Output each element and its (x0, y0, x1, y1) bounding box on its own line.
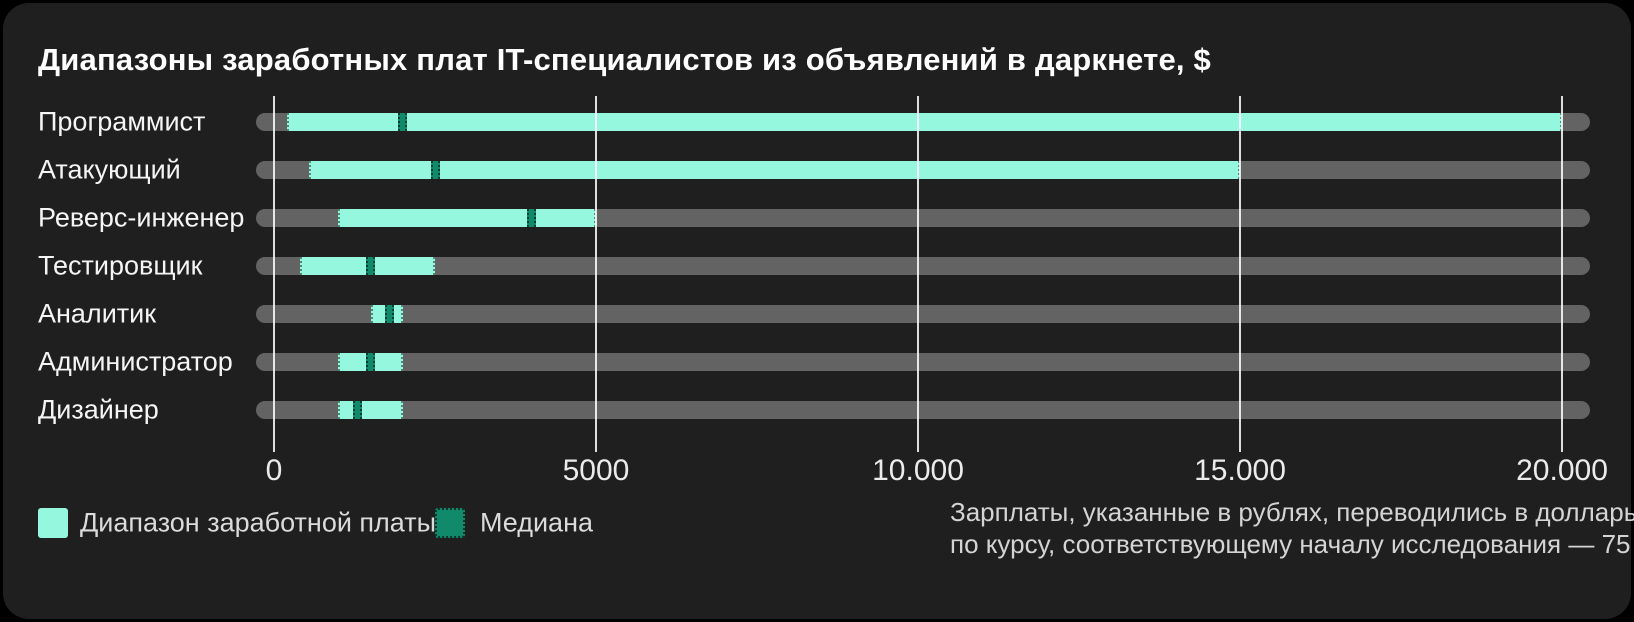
x-tick-label: 10.000 (872, 454, 964, 487)
median-marker (385, 305, 395, 323)
category-label: Тестировщик (38, 250, 203, 281)
gridline (1239, 96, 1241, 452)
x-tick-label: 20.000 (1516, 454, 1608, 487)
median-marker (398, 113, 408, 131)
gridline (273, 96, 275, 452)
legend-median-swatch (435, 508, 465, 538)
gridline (595, 96, 597, 452)
chart-title: Диапазоны заработных плат IT-специалисто… (38, 42, 1211, 77)
category-label: Программист (38, 106, 206, 137)
footnote: Зарплаты, указанные в рублях, переводили… (950, 496, 1634, 560)
bar-track (256, 401, 1590, 419)
gridline (1561, 96, 1563, 452)
footnote-line-1: Зарплаты, указанные в рублях, переводили… (950, 497, 1634, 527)
bar-track (256, 257, 1590, 275)
category-label: Администратор (38, 346, 233, 377)
legend-median-label: Медиана (480, 507, 593, 538)
median-marker (527, 209, 537, 227)
salary-range-bar (286, 113, 1562, 131)
category-label: Атакующий (38, 154, 181, 185)
footnote-line-2: по курсу, соответствующему началу исслед… (950, 529, 1631, 559)
bar-track (256, 305, 1590, 323)
x-tick-label: 15.000 (1194, 454, 1286, 487)
salary-range-bar (309, 161, 1240, 179)
legend-range-label: Диапазон заработной платы (80, 507, 436, 538)
legend-range-swatch (38, 508, 68, 538)
bar-track (256, 353, 1590, 371)
salary-range-bar (338, 401, 403, 419)
median-marker (430, 161, 440, 179)
chart-plot (256, 96, 1590, 452)
median-marker (366, 353, 376, 371)
gridline (917, 96, 919, 452)
category-label: Дизайнер (38, 394, 159, 425)
x-tick-label: 0 (265, 454, 283, 487)
category-label: Реверс-инженер (38, 202, 245, 233)
salary-range-bar (338, 209, 596, 227)
category-label: Аналитик (38, 298, 157, 329)
median-marker (366, 257, 376, 275)
x-tick-label: 5000 (562, 454, 630, 487)
median-marker (353, 401, 363, 419)
